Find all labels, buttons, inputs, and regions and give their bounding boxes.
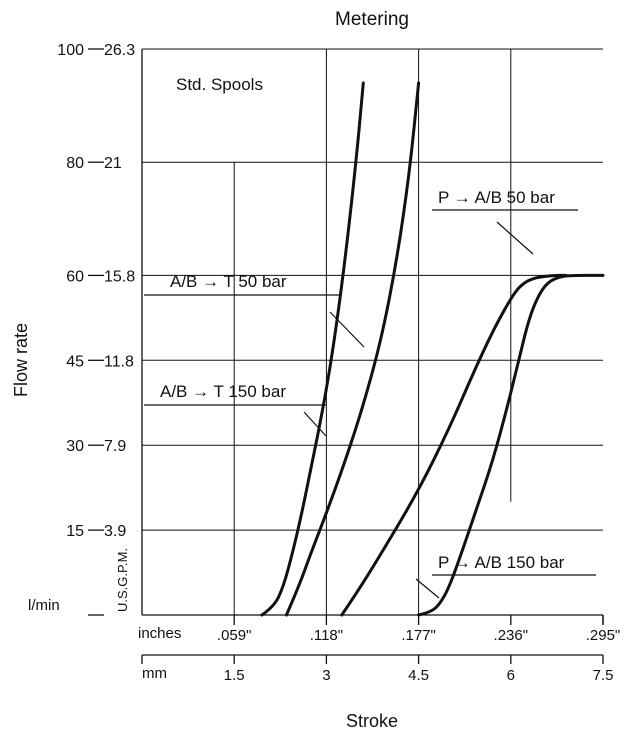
leader-ab-t-50 bbox=[329, 311, 365, 348]
y-tick-label-gpm: 21 bbox=[104, 155, 122, 172]
curves bbox=[260, 81, 605, 617]
y-tick-label-lmin: 80 bbox=[66, 155, 84, 172]
x-tick-label-mm: 7.5 bbox=[593, 667, 614, 684]
annotation-p-ab-50: P → A/B 50 bar bbox=[438, 188, 555, 207]
y-unit-gpm: U.S.G.P.M. bbox=[115, 548, 130, 612]
chart-title: Metering bbox=[335, 9, 409, 30]
series-ab-t-50 bbox=[284, 81, 421, 617]
y-unit-lmin: l/min bbox=[28, 597, 60, 614]
leader-ab-t-150 bbox=[303, 411, 327, 437]
x-tick-label-mm: 6 bbox=[507, 667, 515, 684]
y-tick-label-lmin: 60 bbox=[66, 268, 84, 285]
axes bbox=[88, 48, 604, 664]
x-tick-label-inches: .059" bbox=[217, 627, 252, 644]
x-tick-label-inches: .295" bbox=[586, 627, 621, 644]
tick-labels: 15 3.9 30 7.9 45 11.8 60 15.8 80 21 100 26.3 .059" .1… bbox=[57, 42, 620, 684]
annotation-ab-t-50: A/B → T 50 bar bbox=[170, 272, 287, 291]
annotation-ab-t-150: A/B → T 150 bar bbox=[160, 382, 286, 401]
x-tick-label-mm: 1.5 bbox=[224, 667, 245, 684]
y-tick-label-gpm: 26.3 bbox=[104, 42, 135, 59]
leader-p-ab-50 bbox=[496, 221, 534, 255]
y-tick-label-gpm: 3.9 bbox=[104, 523, 126, 540]
x-unit-inches: inches bbox=[138, 625, 181, 642]
y-tick-label-gpm: 15.8 bbox=[104, 268, 135, 285]
y-tick-label-lmin: 30 bbox=[66, 438, 84, 455]
y-tick-label-lmin: 45 bbox=[66, 353, 84, 370]
grid bbox=[142, 48, 603, 615]
annotation-leaders bbox=[144, 209, 596, 599]
series-p-ab-150 bbox=[417, 273, 605, 617]
x-tick-label-inches: .118" bbox=[310, 627, 343, 644]
annotation-std-spools: Std. Spools bbox=[176, 75, 263, 94]
x-tick-label-inches: .236" bbox=[494, 627, 529, 644]
y-axis-title: Flow rate bbox=[11, 323, 31, 397]
leader-p-ab-150 bbox=[415, 578, 440, 599]
x-tick-label-inches: .177" bbox=[401, 627, 436, 644]
series-p-ab-50 bbox=[340, 273, 568, 617]
y-tick-label-lmin: 100 bbox=[57, 42, 84, 59]
y-tick-label-gpm: 7.9 bbox=[104, 438, 126, 455]
x-unit-mm: mm bbox=[142, 665, 167, 682]
y-tick-label-lmin: 15 bbox=[66, 523, 84, 540]
annotation-p-ab-150: P → A/B 150 bar bbox=[438, 553, 565, 572]
x-axis-title: Stroke bbox=[346, 711, 398, 731]
x-tick-label-mm: 4.5 bbox=[408, 667, 429, 684]
y-tick-label-gpm: 11.8 bbox=[104, 353, 134, 370]
x-tick-label-mm: 3 bbox=[322, 667, 330, 684]
series-ab-t-150 bbox=[260, 81, 365, 617]
